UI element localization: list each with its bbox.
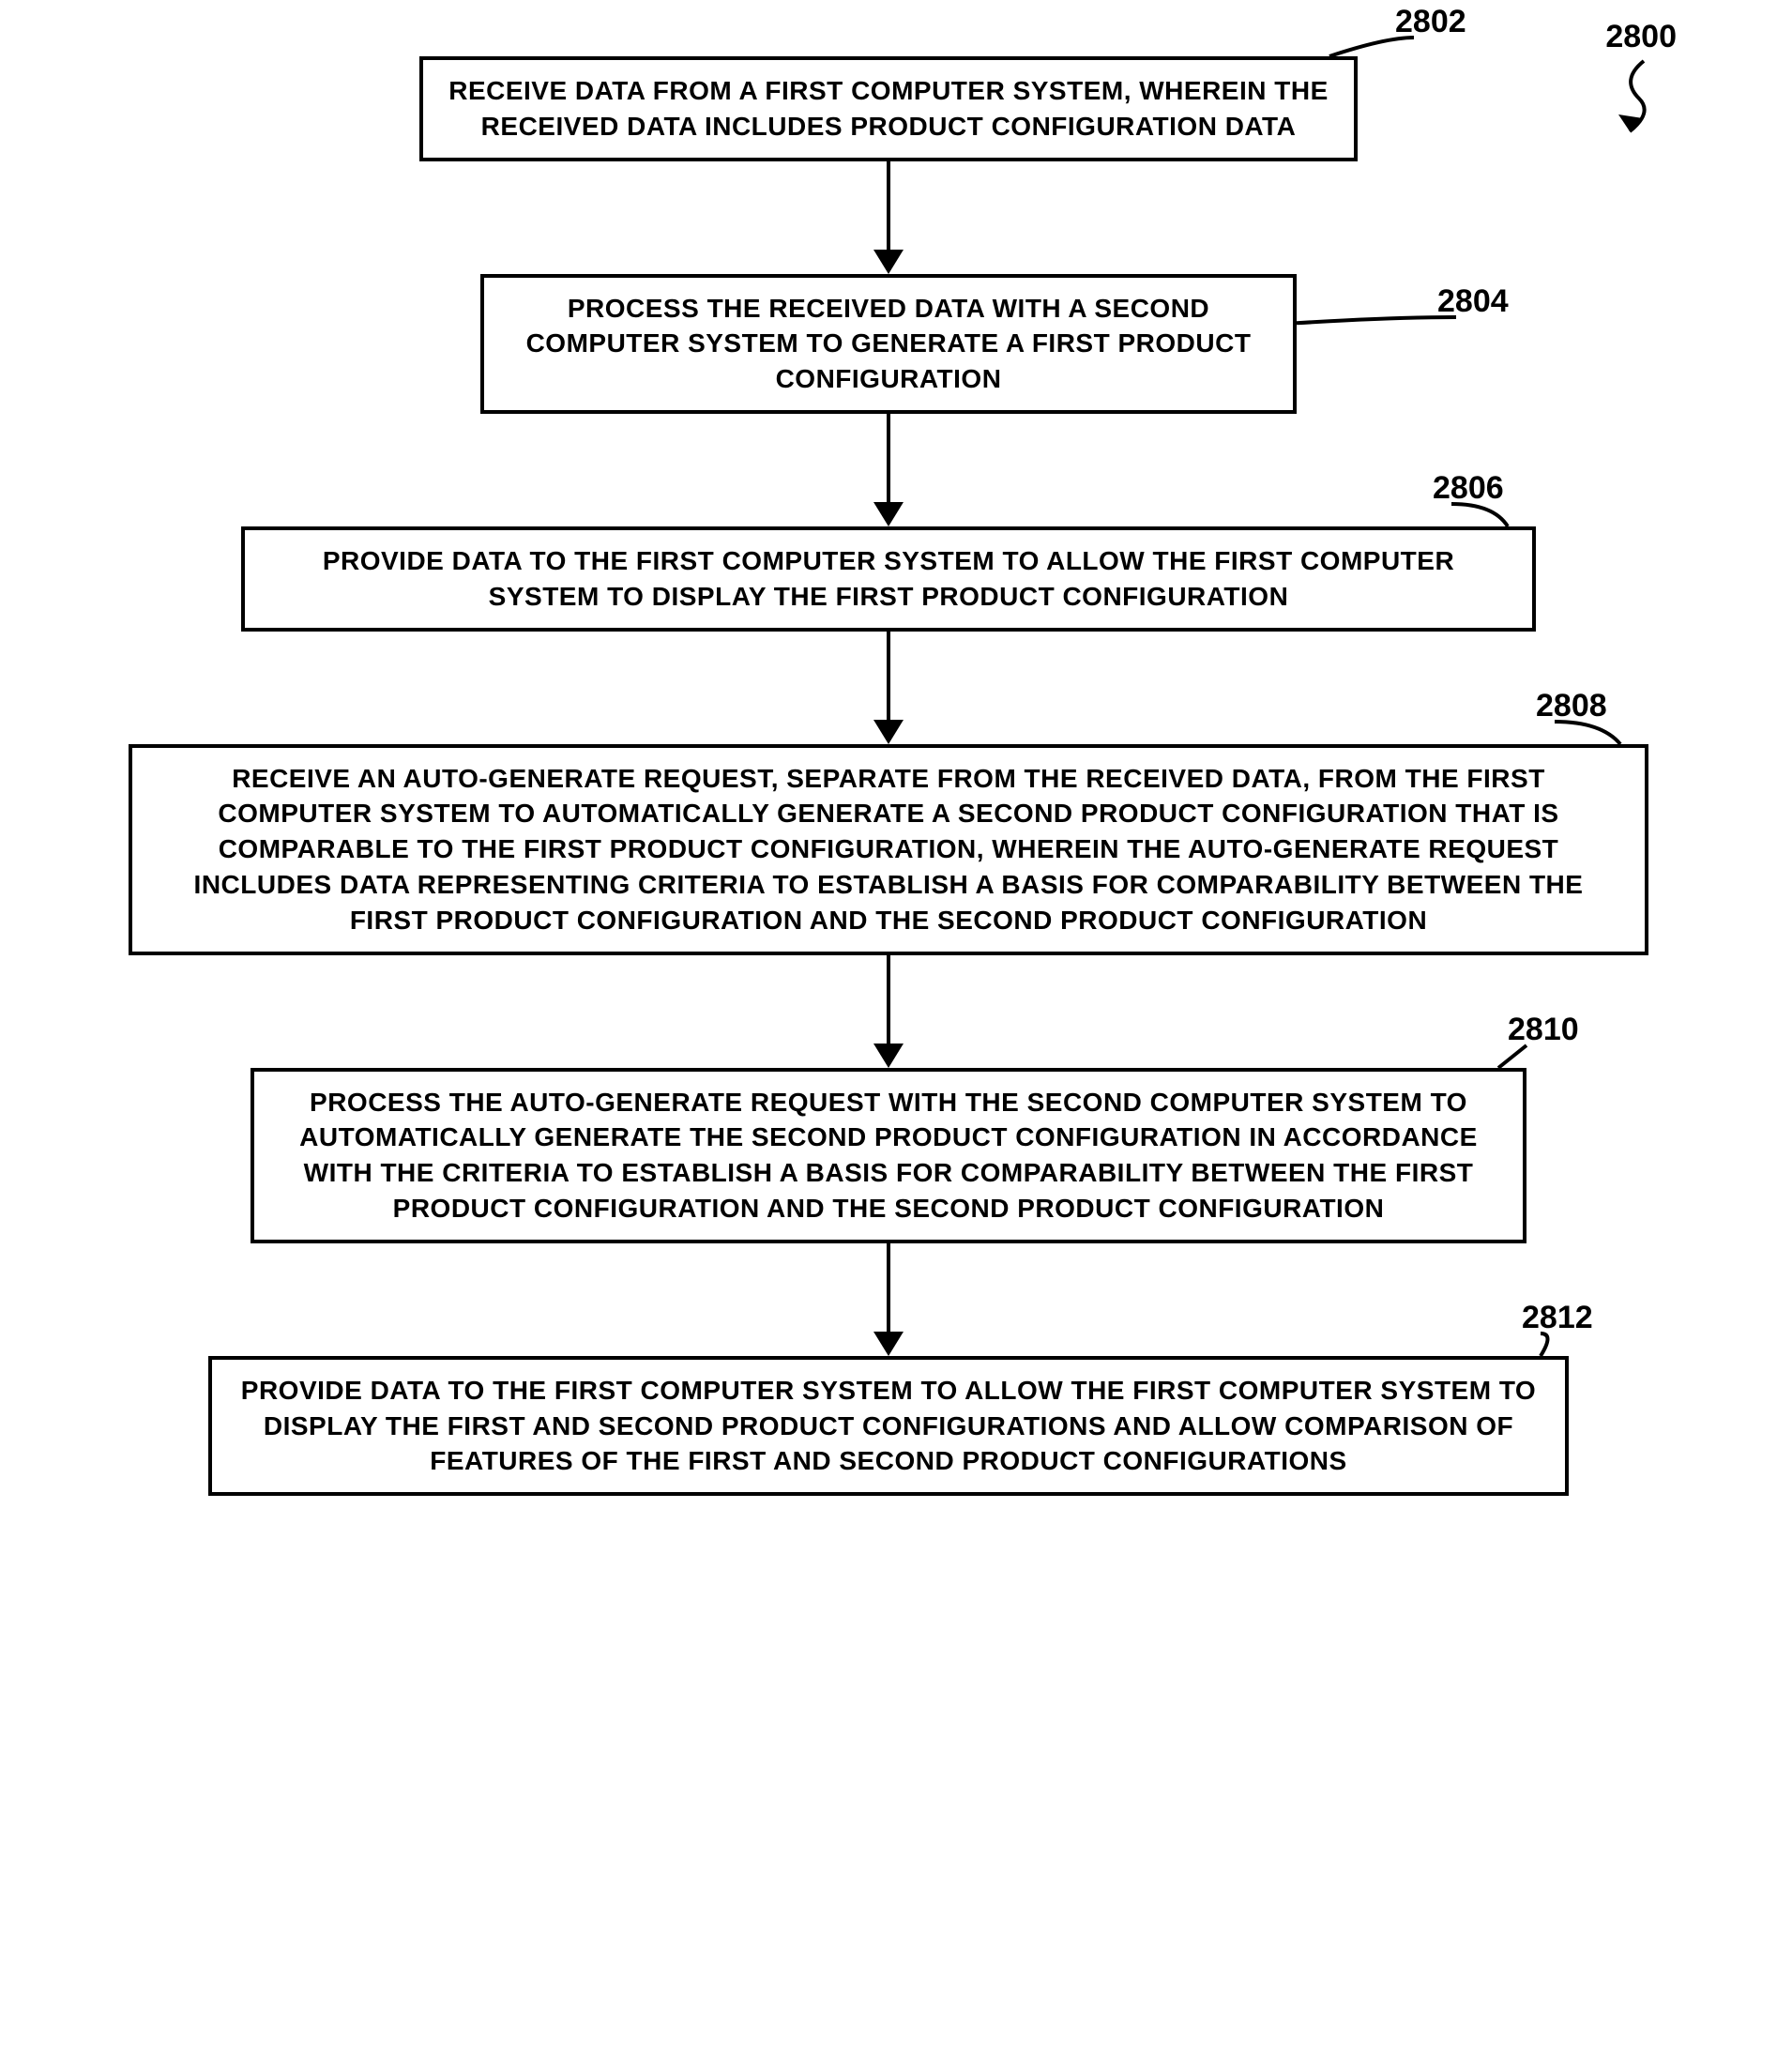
- flow-arrow: [870, 632, 907, 744]
- flow-box-2808: RECEIVE AN AUTO-GENERATE REQUEST, SEPARA…: [129, 744, 1648, 955]
- label-leader: [1545, 712, 1630, 754]
- label-leader: [1320, 28, 1423, 66]
- figure-id-squiggle: [1602, 56, 1667, 141]
- flow-box-2806: PROVIDE DATA TO THE FIRST COMPUTER SYSTE…: [241, 526, 1536, 632]
- figure-id-label: 2800: [1605, 19, 1677, 55]
- label-leader: [1287, 308, 1466, 332]
- flow-arrow: [870, 161, 907, 274]
- flow-arrow: [870, 955, 907, 1068]
- flow-arrow: [870, 414, 907, 526]
- flow-box-2804: PROCESS THE RECEIVED DATA WITH A SECOND …: [480, 274, 1297, 414]
- flow-step: PROVIDE DATA TO THE FIRST COMPUTER SYSTE…: [241, 526, 1536, 632]
- flow-box-2810: PROCESS THE AUTO-GENERATE REQUEST WITH T…: [251, 1068, 1526, 1243]
- flow-step: PROVIDE DATA TO THE FIRST COMPUTER SYSTE…: [208, 1356, 1569, 1496]
- flow-step: RECEIVE AN AUTO-GENERATE REQUEST, SEPARA…: [129, 744, 1648, 955]
- flowchart-canvas: RECEIVE DATA FROM A FIRST COMPUTER SYSTE…: [91, 56, 1686, 1496]
- flow-box-2802: RECEIVE DATA FROM A FIRST COMPUTER SYSTE…: [419, 56, 1358, 161]
- label-leader: [1442, 495, 1517, 536]
- flow-step: PROCESS THE AUTO-GENERATE REQUEST WITH T…: [251, 1068, 1526, 1243]
- flow-box-2812: PROVIDE DATA TO THE FIRST COMPUTER SYSTE…: [208, 1356, 1569, 1496]
- flowchart-column: RECEIVE DATA FROM A FIRST COMPUTER SYSTE…: [91, 56, 1686, 1496]
- flow-arrow: [870, 1243, 907, 1356]
- label-leader: [1489, 1036, 1536, 1077]
- flow-step: RECEIVE DATA FROM A FIRST COMPUTER SYSTE…: [419, 56, 1358, 161]
- label-leader: [1531, 1324, 1550, 1365]
- flow-step: PROCESS THE RECEIVED DATA WITH A SECOND …: [480, 274, 1297, 414]
